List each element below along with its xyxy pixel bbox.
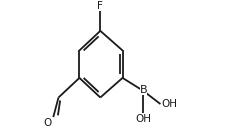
- Text: B: B: [139, 85, 147, 95]
- Text: OH: OH: [135, 115, 151, 124]
- Text: F: F: [97, 1, 103, 11]
- Text: O: O: [43, 118, 52, 128]
- Text: OH: OH: [161, 99, 177, 109]
